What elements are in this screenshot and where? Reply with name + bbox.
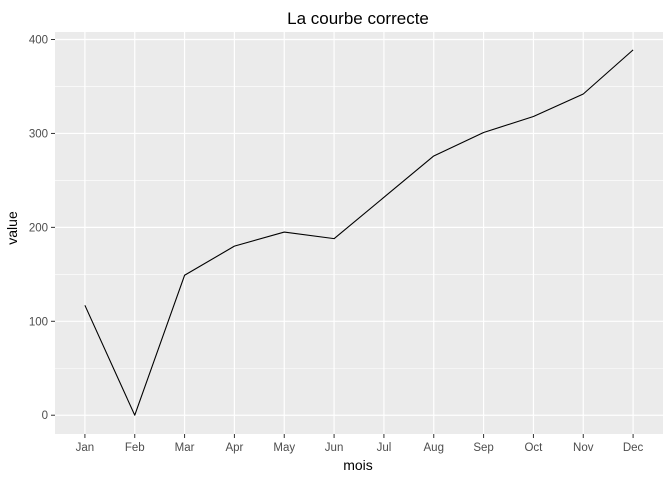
plot-panel [55, 32, 663, 434]
x-tick-label: Nov [573, 442, 594, 454]
x-axis-title: mois [343, 457, 373, 473]
y-tick-label: 200 [29, 222, 48, 234]
x-tick-label: Apr [225, 442, 243, 454]
x-tick-label: Jun [325, 442, 344, 454]
y-tick-label: 300 [29, 128, 48, 140]
y-tick-label: 100 [29, 316, 48, 328]
y-tick-label: 0 [42, 410, 48, 422]
series-line [84, 49, 634, 416]
x-tick-label: Oct [524, 442, 543, 454]
x-tick-label: Sep [473, 442, 493, 454]
y-tick-label: 400 [29, 35, 48, 47]
series-layer [84, 49, 634, 416]
x-tick-label: Jul [377, 442, 392, 454]
x-tick-label: Dec [623, 442, 644, 454]
chart-title: La courbe correcte [287, 9, 429, 28]
x-tick-label: Aug [424, 442, 444, 454]
x-tick-label: Jan [76, 442, 95, 454]
x-axis: Jan Feb Mar Apr May Jun Jul Aug Sep Oct Nov Dec [76, 434, 644, 454]
x-tick-label: May [273, 442, 295, 454]
y-axis: 0 100 200 300 400 [29, 35, 55, 422]
x-tick-label: Mar [175, 442, 195, 454]
x-tick-label: Feb [125, 442, 145, 454]
minor-gridlines [55, 86, 663, 369]
y-axis-title: value [4, 211, 20, 245]
major-gridlines [55, 32, 663, 434]
